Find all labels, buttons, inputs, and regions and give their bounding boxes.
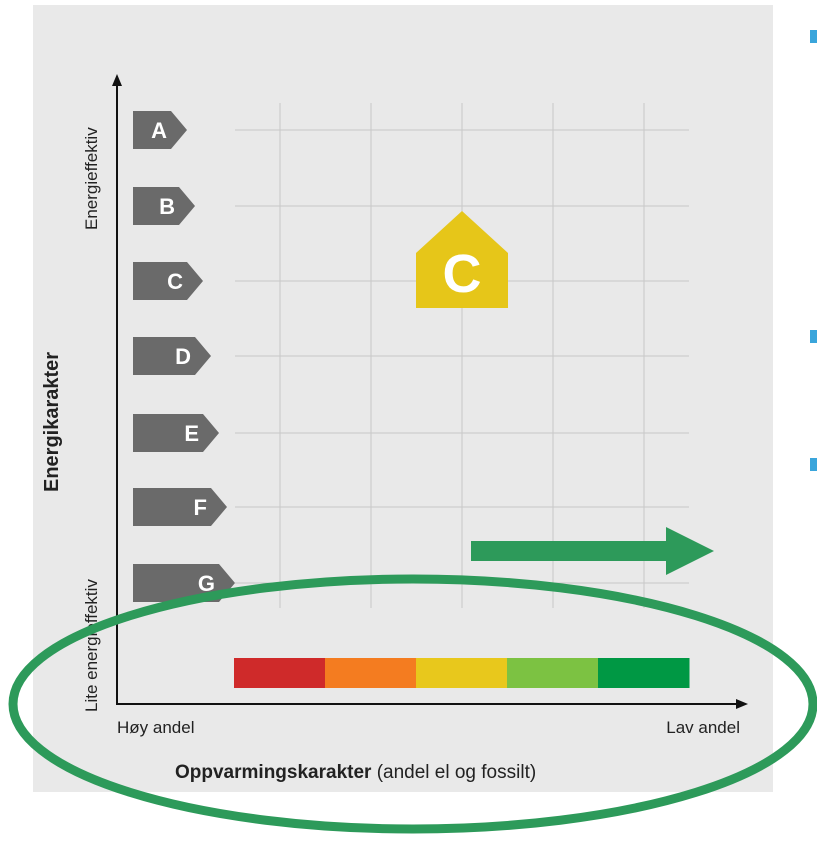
- y-axis-title: Energikarakter: [41, 352, 63, 492]
- grade-tag-f: F: [133, 488, 227, 526]
- x-axis-title-bold: Oppvarmingskarakter: [175, 762, 372, 783]
- direction-arrow: [471, 527, 714, 575]
- x-axis-title: Oppvarmingskarakter (andel el og fossilt…: [175, 762, 536, 783]
- grade-tag-letter: E: [184, 421, 199, 446]
- heating-scale: [234, 658, 690, 688]
- y-axis-arrowhead: [112, 74, 122, 86]
- bullet-marker: [810, 30, 817, 43]
- grade-tag-shape: [133, 488, 227, 526]
- grade-tag-shape: [133, 262, 203, 300]
- grade-tag-c: C: [133, 262, 203, 300]
- heating-scale-segment: [598, 658, 690, 688]
- bullet-marker: [810, 330, 817, 343]
- highlight-ellipse: [8, 574, 817, 834]
- heating-scale-segment: [416, 658, 508, 688]
- grade-tag-a: A: [133, 111, 187, 149]
- grade-tag-letter: A: [151, 118, 167, 143]
- x-axis-left-label: Høy andel: [117, 718, 194, 737]
- grade-tag-d: D: [133, 337, 211, 375]
- grid: [235, 103, 689, 608]
- house-badge: C: [416, 211, 508, 308]
- heating-scale-segment: [234, 658, 326, 688]
- grade-tag-shape: [133, 414, 219, 452]
- grade-tags: A B C D E F G: [133, 111, 235, 602]
- grade-tag-letter: B: [159, 194, 175, 219]
- y-axis-bottom-label: Lite energieffektiv: [82, 579, 101, 712]
- grade-tag-e: E: [133, 414, 219, 452]
- axes: [112, 74, 748, 709]
- grade-tag-letter: C: [167, 269, 183, 294]
- grade-tag-letter: F: [194, 495, 207, 520]
- x-axis-title-rest: (andel el og fossilt): [371, 762, 536, 783]
- bullet-marker: [810, 458, 817, 471]
- grade-tag-shape: [133, 337, 211, 375]
- house-letter: C: [443, 244, 482, 304]
- grade-tag-letter: G: [198, 571, 215, 596]
- grade-tag-shape: [133, 187, 195, 225]
- arrow-head-icon: [666, 527, 714, 575]
- grade-tag-shape: [133, 111, 187, 149]
- arrow-shaft: [471, 541, 671, 561]
- x-axis-right-label: Lav andel: [666, 718, 740, 737]
- grade-tag-letter: D: [175, 344, 191, 369]
- y-axis-top-label: Energieffektiv: [82, 127, 101, 230]
- x-axis-arrowhead: [736, 699, 748, 709]
- house-icon: [416, 211, 508, 308]
- heating-scale-segment: [325, 658, 417, 688]
- heating-scale-segment: [507, 658, 599, 688]
- grade-tag-b: B: [133, 187, 195, 225]
